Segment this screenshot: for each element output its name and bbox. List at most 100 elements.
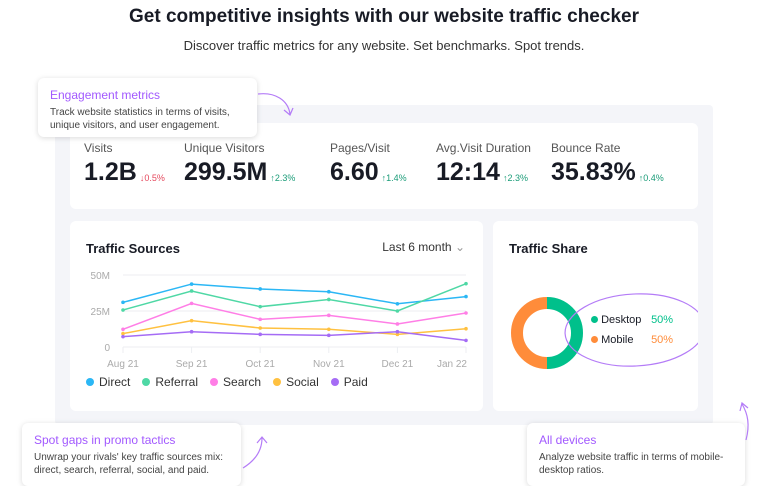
traffic-sources-chart: 0 25M 50M Aug 21 Sep 21 Oct 21 Nov 21 Dec 21 Jan… [91, 271, 468, 370]
share-value: 50% [651, 314, 674, 326]
traffic-share-donut [511, 293, 698, 369]
traffic-sources-title: Traffic Sources [86, 241, 180, 256]
legend-item-social[interactable]: Social [273, 375, 319, 389]
x-tick-label: Jan 22 [437, 359, 467, 370]
tip-text: Analyze website traffic in terms of mobi… [539, 452, 724, 476]
legend-label: Social [286, 375, 319, 389]
metric-4: Bounce Rate 35.83% ↑0.4% [551, 141, 664, 187]
data-point-referral [121, 308, 125, 312]
legend-label: Paid [343, 375, 368, 389]
metric-0: Visits 1.2B ↓0.5% [84, 141, 165, 187]
data-point-search [258, 317, 262, 322]
metrics-card: Visits 1.2B ↓0.5% Unique Visitors 299.5M ↑… [70, 123, 698, 209]
series-line-direct [122, 283, 467, 305]
tip-promo: Spot gaps in promo tactics Unwrap your r… [22, 423, 241, 486]
share-item-mobile: Mobile 50% [591, 330, 673, 350]
x-tick-label: Dec 21 [382, 359, 414, 370]
traffic-share-card: Traffic Share Desktop 50% Mobile 50% [493, 221, 698, 411]
data-point-direct [121, 300, 125, 305]
legend-dot [591, 336, 598, 343]
share-value: 50% [651, 334, 674, 346]
metric-delta: ↑2.3% [270, 173, 296, 183]
tip-title: All devices [539, 433, 597, 447]
data-point-referral [327, 297, 331, 302]
metric-value: 6.60 [330, 158, 379, 186]
data-point-paid [327, 333, 331, 338]
period-label: Last 6 month [382, 240, 452, 254]
data-point-social [121, 331, 125, 336]
y-tick-label: 50M [91, 271, 110, 282]
legend-dot [591, 316, 598, 323]
legend-label: Referral [155, 375, 199, 389]
metric-delta: ↓0.5% [139, 173, 165, 183]
data-point-social [464, 326, 468, 331]
data-point-direct [189, 282, 194, 286]
metric-1: Unique Visitors 299.5M ↑2.3% [184, 141, 295, 187]
metric-3: Avg.Visit Duration 12:14 ↑2.3% [436, 141, 531, 187]
metric-label: Visits [84, 141, 113, 155]
x-tick-label: Aug 21 [107, 359, 139, 370]
chevron-down-icon: ⌄ [454, 240, 465, 254]
x-tick-label: Sep 21 [176, 359, 208, 370]
metric-value: 12:14 [436, 158, 500, 186]
y-tick-label: 25M [91, 307, 110, 318]
data-point-paid [258, 332, 262, 337]
data-point-referral [395, 309, 400, 313]
share-label: Mobile [601, 334, 634, 346]
tip-title: Engagement metrics [50, 88, 161, 102]
y-tick-label: 0 [104, 343, 110, 354]
data-point-referral [258, 304, 262, 309]
metric-label: Unique Visitors [184, 141, 265, 155]
data-point-social [258, 326, 262, 330]
legend-label: Direct [99, 375, 131, 389]
metric-value: 299.5M [184, 158, 268, 186]
metric-delta: ↑1.4% [381, 173, 407, 183]
legend-item-paid[interactable]: Paid [330, 375, 368, 389]
legend-dot [210, 378, 219, 386]
legend-dot [142, 378, 151, 386]
data-point-social [189, 318, 194, 323]
legend-dot [330, 378, 339, 386]
data-point-search [464, 311, 468, 315]
metric-delta: ↑2.3% [502, 173, 528, 183]
donut-slice-mobile [511, 297, 548, 369]
data-point-paid [464, 338, 468, 343]
data-point-paid [189, 329, 194, 334]
data-point-social [395, 332, 400, 337]
metric-label: Avg.Visit Duration [436, 141, 531, 155]
traffic-sources-card: Traffic Sources Last 6 month ⌄ 0 25M 50M Au… [70, 221, 483, 411]
data-point-search [121, 327, 125, 332]
data-point-referral [464, 281, 468, 286]
data-point-paid [395, 329, 400, 334]
legend-item-referral[interactable]: Referral [142, 375, 198, 389]
tip-text: Unwrap your rivals' key traffic sources … [34, 452, 223, 476]
tip-devices: All devices Analyze website traffic in t… [527, 423, 745, 486]
metric-label: Bounce Rate [551, 141, 621, 155]
data-point-search [327, 313, 331, 318]
legend-item-search[interactable]: Search [210, 375, 261, 389]
data-point-direct [327, 289, 331, 294]
donut-slice-desktop [546, 297, 583, 369]
legend-label: Search [223, 375, 262, 389]
share-label: Desktop [601, 314, 642, 326]
page-subtitle: Discover traffic metrics for any website… [183, 38, 585, 53]
data-point-search [395, 322, 400, 326]
highlight-circle [564, 293, 698, 367]
legend-dot [273, 378, 282, 386]
page-title: Get competitive insights with our websit… [129, 6, 639, 27]
tip-engagement: Engagement metrics Track website statist… [38, 78, 257, 137]
traffic-share-title: Traffic Share [509, 241, 588, 256]
metric-label: Pages/Visit [330, 141, 390, 155]
metric-2: Pages/Visit 6.60 ↑1.4% [330, 141, 407, 187]
legend-item-direct[interactable]: Direct [86, 375, 130, 389]
data-point-referral [189, 289, 194, 293]
chart-legend: Direct Referral Search Social Paid [86, 375, 368, 389]
data-point-direct [464, 294, 468, 299]
data-point-direct [258, 287, 262, 291]
data-point-search [189, 301, 194, 306]
data-point-social [327, 327, 331, 332]
period-dropdown[interactable]: Last 6 month ⌄ [382, 240, 465, 254]
x-tick-label: Oct 21 [245, 359, 275, 370]
data-point-paid [121, 334, 125, 339]
x-tick-label: Nov 21 [313, 359, 345, 370]
